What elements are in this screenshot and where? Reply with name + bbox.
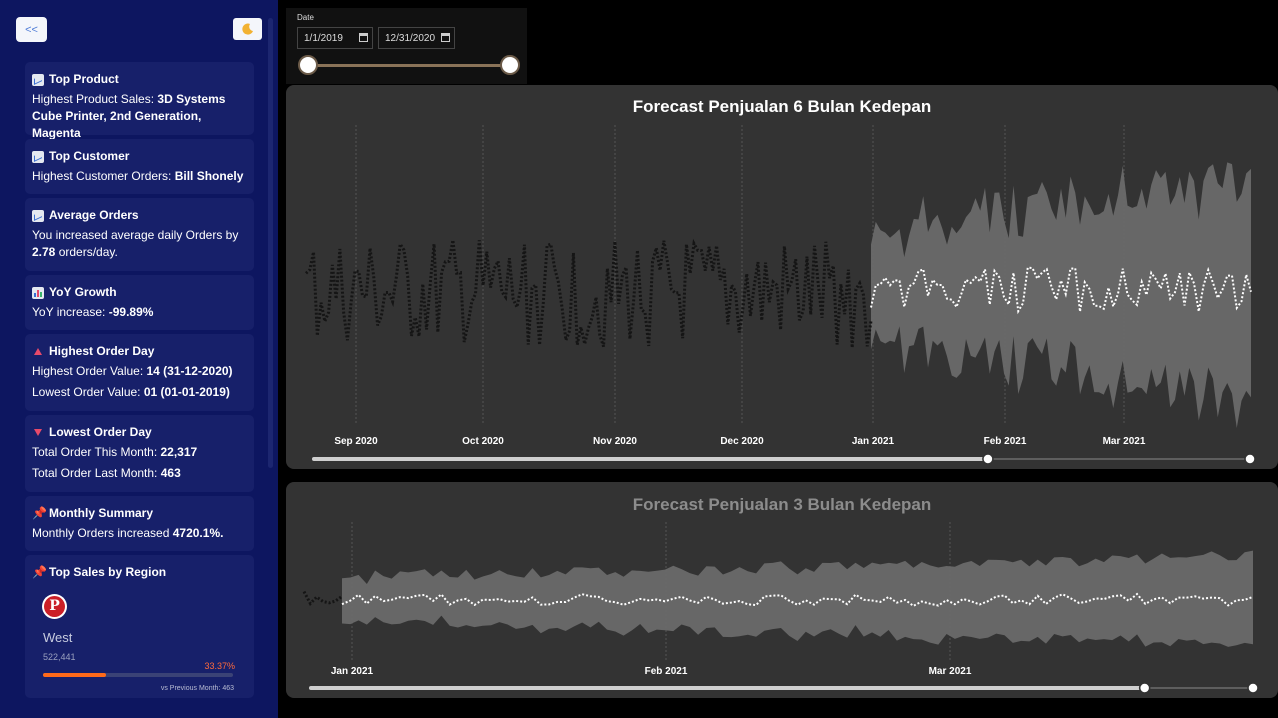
average-orders-card: Average Orders You increased average dai… [25, 198, 254, 271]
forecast-3-month-chart: Forecast Penjualan 3 Bulan Kedepan Jan 2… [286, 482, 1278, 698]
date-range-start-handle[interactable] [298, 55, 318, 75]
card-title: Highest Order Day [49, 344, 155, 358]
monthly-summary-card: 📌 Monthly Summary Monthly Orders increase… [25, 496, 254, 551]
region-progress-bar [43, 673, 233, 677]
x-tick-label: Oct 2020 [462, 436, 504, 447]
x-tick-label: Jan 2021 [852, 436, 895, 447]
history-series-line [304, 238, 873, 348]
forecast-confidence-band [871, 162, 1251, 429]
triangle-up-icon [34, 348, 42, 355]
collapse-sidebar-button[interactable]: << [16, 17, 47, 42]
x-tick-label: Feb 2021 [645, 666, 688, 677]
region-sales-value: 522,441 [43, 652, 76, 662]
card-label: Highest Customer Orders: [32, 169, 175, 183]
region-name: West [43, 630, 73, 645]
chart-title: Forecast Penjualan 3 Bulan Kedepan [632, 495, 932, 514]
region-vs-previous: vs Previous Month: 463 [160, 685, 234, 692]
card-title: YoY Growth [49, 285, 117, 299]
card-title: Lowest Order Day [49, 425, 152, 439]
top-product-card: Top Product Highest Product Sales: 3D Sy… [25, 62, 254, 140]
bar-chart-icon [32, 286, 44, 299]
trend-chart-icon [32, 73, 44, 86]
card-value: 4720.1%. [172, 526, 224, 540]
end-date-value: 12/31/2020 [385, 32, 436, 44]
card-label: Highest Order Value: [32, 364, 147, 378]
card-title: Top Customer [49, 149, 130, 163]
region-percent: 33.37% [204, 661, 235, 671]
scroll-handle-left[interactable] [1138, 682, 1151, 694]
card-label: Monthly Orders increased [32, 526, 173, 540]
card-title: Average Orders [49, 208, 139, 222]
end-date-input[interactable]: 12/31/2020 [378, 27, 455, 49]
region-progress-fill [43, 673, 107, 677]
x-tick-label: Mar 2021 [929, 666, 972, 677]
chart-title: Forecast Penjualan 6 Bulan Kedepan [632, 97, 932, 116]
triangle-down-icon [34, 429, 42, 436]
lowest-order-day-card: Lowest Order Day Total Order This Month:… [25, 415, 254, 492]
card-value: 3D Systems Cube Printer, 2nd Generation,… [32, 92, 226, 140]
scroll-handle-right[interactable] [1247, 682, 1259, 694]
card-value: 2.78 [32, 245, 56, 259]
forecast-series-line [870, 265, 1252, 315]
top-sales-region-card: 📌 Top Sales by Region P West 522,441 33.3… [25, 555, 254, 698]
pushpin-icon: 📌 [32, 565, 47, 579]
date-range-track[interactable] [308, 64, 511, 67]
scroll-handle-right[interactable] [1244, 453, 1256, 465]
calendar-icon[interactable] [441, 33, 450, 42]
card-value: 22,317 [160, 445, 198, 459]
forecast-3-month-plot: Jan 2021 Feb 2021 Mar 2021 [302, 522, 1259, 694]
card-value: 01 (01-01-2019) [143, 385, 230, 399]
date-range-end-handle[interactable] [500, 55, 520, 75]
moon-icon [241, 23, 253, 35]
forecast-6-month-chart: Forecast Penjualan 6 Bulan Kedepan Sep 2… [286, 85, 1278, 469]
pinterest-logo-icon: P [42, 594, 67, 619]
start-date-value: 1/1/2019 [304, 32, 343, 44]
card-label: Total Order This Month: [32, 445, 161, 459]
date-slicer-label: Date [297, 13, 314, 22]
x-tick-label: Dec 2020 [720, 436, 764, 447]
trend-chart-icon [32, 209, 44, 222]
forecast-series-line [341, 592, 1254, 608]
highest-order-day-card: Highest Order Day Highest Order Value: 1… [25, 334, 254, 411]
x-tick-label: Jan 2021 [331, 666, 374, 677]
history-series-line [302, 590, 343, 607]
card-label: Lowest Order Value: [32, 385, 144, 399]
forecast-confidence-band [342, 550, 1253, 647]
yoy-growth-card: YoY Growth YoY increase: -99.89% [25, 275, 254, 330]
card-value: -99.89% [108, 305, 154, 319]
card-suffix: orders/day. [55, 245, 118, 259]
card-value: 463 [160, 466, 181, 480]
forecast-6-month-plot: Sep 2020 Oct 2020 Nov 2020 Dec 2020 Jan 2021… [304, 125, 1256, 465]
x-tick-label: Sep 2020 [334, 436, 378, 447]
sidebar: << Top Product Highest Product Sales: 3D… [0, 0, 278, 718]
pushpin-icon: 📌 [32, 506, 47, 520]
card-value: 14 (31-12-2020) [146, 364, 233, 378]
x-tick-label: Feb 2021 [984, 436, 1027, 447]
start-date-input[interactable]: 1/1/2019 [297, 27, 373, 49]
x-tick-label: Mar 2021 [1103, 436, 1146, 447]
card-label: Total Order Last Month: [32, 466, 161, 480]
card-title: Monthly Summary [49, 506, 154, 520]
x-tick-label: Nov 2020 [593, 436, 637, 447]
theme-toggle-button[interactable] [233, 18, 262, 40]
top-customer-card: Top Customer Highest Customer Orders: Bi… [25, 139, 254, 194]
card-value: Bill Shonely [174, 169, 244, 183]
scroll-handle-left[interactable] [982, 453, 994, 465]
card-title: Top Sales by Region [49, 565, 167, 579]
calendar-icon[interactable] [359, 33, 368, 42]
card-label: YoY increase: [32, 305, 109, 319]
card-title: Top Product [49, 72, 119, 86]
date-slicer: Date 1/1/2019 12/31/2020 [286, 8, 527, 84]
card-label: You increased average daily Orders by [32, 228, 239, 242]
card-label: Highest Product Sales: [32, 92, 158, 106]
sidebar-scrollbar[interactable] [268, 18, 273, 468]
trend-chart-icon [32, 150, 44, 163]
